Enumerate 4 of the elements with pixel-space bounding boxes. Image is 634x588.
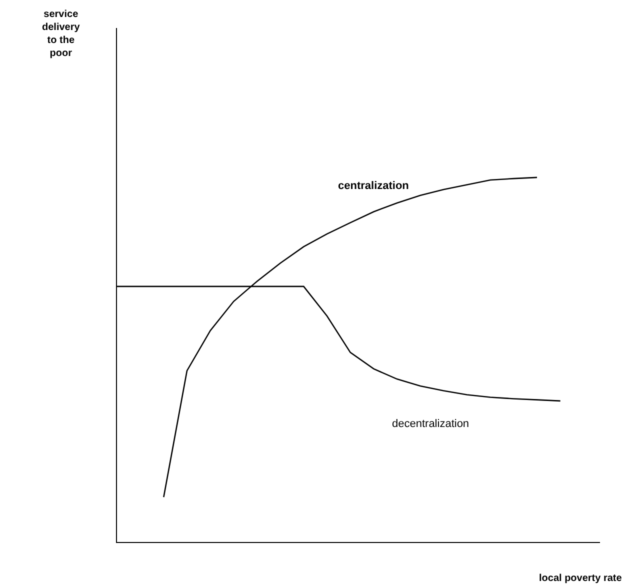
x-axis-title: local poverty rate xyxy=(539,573,622,584)
text: decentralization xyxy=(392,418,470,430)
text: service delivery to the poor xyxy=(42,9,80,59)
series-label: centralization xyxy=(338,180,410,192)
